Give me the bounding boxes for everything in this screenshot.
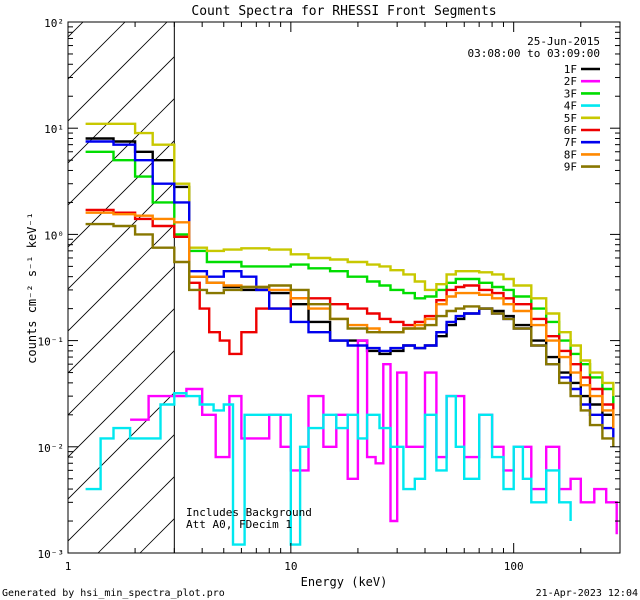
x-tick-label: 10 [284, 560, 297, 573]
hatch-line [0, 0, 110, 553]
annotation-attenuator: Att A0, FDecim 1 [186, 518, 292, 531]
hatch-line [266, 0, 640, 553]
chart-title: Count Spectra for RHESSI Front Segments [191, 4, 496, 19]
legend-label-7F: 7F [564, 136, 577, 149]
y-tick-label: 10⁻² [38, 442, 65, 455]
series-line-6F [85, 208, 615, 415]
y-tick-label: 10⁻³ [38, 548, 65, 561]
hatch-line [68, 392, 175, 500]
hatch-line [68, 308, 175, 416]
y-tick-label: 10⁻¹ [38, 336, 65, 349]
hatch-line [68, 22, 126, 80]
series-line-1F [85, 137, 615, 429]
axis-tick-labels: 1 10 100 10² 10¹ 10⁰ 10⁻¹ 10⁻² 10⁻³ [38, 17, 524, 573]
legend-label-5F: 5F [564, 112, 577, 125]
y-tick-label: 10² [44, 17, 64, 30]
x-tick-label: 100 [504, 560, 524, 573]
chart-date: 25-Jun-2015 [527, 35, 600, 48]
hatch-line [224, 0, 640, 553]
hatch-line [68, 350, 175, 458]
legend-label-3F: 3F [564, 87, 577, 100]
axis-ticks [67, 21, 621, 554]
series-line-4F [85, 392, 572, 546]
legend-label-1F: 1F [564, 63, 577, 76]
footer-timestamp: 21-Apr-2023 12:04 [536, 588, 638, 599]
series-line-5F [85, 122, 615, 397]
y-tick-label: 10¹ [44, 123, 64, 136]
hatch-line [68, 434, 175, 542]
y-axis-label: counts cm⁻² s⁻¹ keV⁻¹ [25, 212, 39, 364]
plot-frame [67, 21, 621, 554]
series-line-7F [85, 140, 615, 439]
excluded-region-hatch [0, 0, 640, 553]
legend-label-9F: 9F [564, 161, 577, 174]
hatch-line [68, 182, 175, 290]
hatch-line [68, 22, 168, 122]
y-tick-label: 10⁰ [44, 229, 64, 242]
legend-label-8F: 8F [564, 148, 577, 161]
series-layer [85, 122, 618, 546]
footer-generated-by: Generated by hsi_min_spectra_plot.pro [2, 588, 225, 599]
series-line-3F [85, 150, 615, 405]
hatch-line [68, 98, 175, 206]
hatch-line [68, 22, 84, 38]
hatch-line [350, 0, 640, 553]
series-line-9F [85, 222, 615, 447]
legend-label-6F: 6F [564, 124, 577, 137]
hatch-line [68, 224, 175, 332]
legend-label-2F: 2F [564, 75, 577, 88]
x-tick-label: 1 [65, 560, 72, 573]
x-axis-label: Energy (keV) [301, 575, 388, 589]
legend-label-4F: 4F [564, 100, 577, 113]
annotation-background: Includes Background [186, 506, 312, 519]
chart-time-range: 03:08:00 to 03:09:00 [468, 47, 600, 60]
